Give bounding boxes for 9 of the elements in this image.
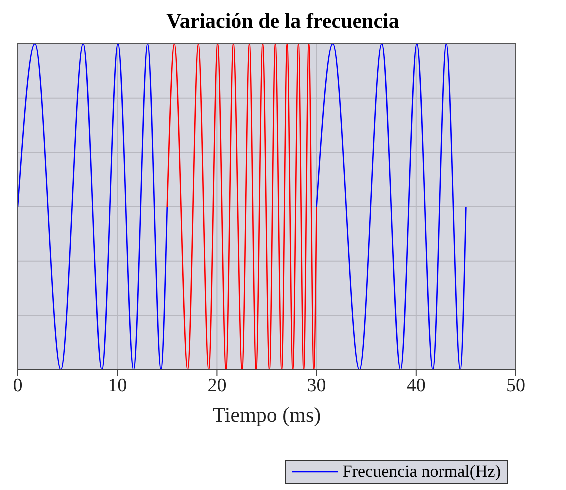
x-tick-label: 40: [406, 375, 426, 396]
x-tick-label: 30: [307, 375, 326, 396]
x-tick-label: 20: [208, 375, 227, 396]
chart-title: Variación de la frecuencia: [166, 8, 400, 34]
x-tick-label: 10: [108, 375, 128, 396]
x-tick-label: 0: [13, 375, 23, 396]
x-tick-label: 50: [506, 375, 526, 396]
legend-label: Frecuencia normal(Hz): [342, 462, 501, 482]
x-axis-title: Tiempo (ms): [212, 403, 322, 427]
